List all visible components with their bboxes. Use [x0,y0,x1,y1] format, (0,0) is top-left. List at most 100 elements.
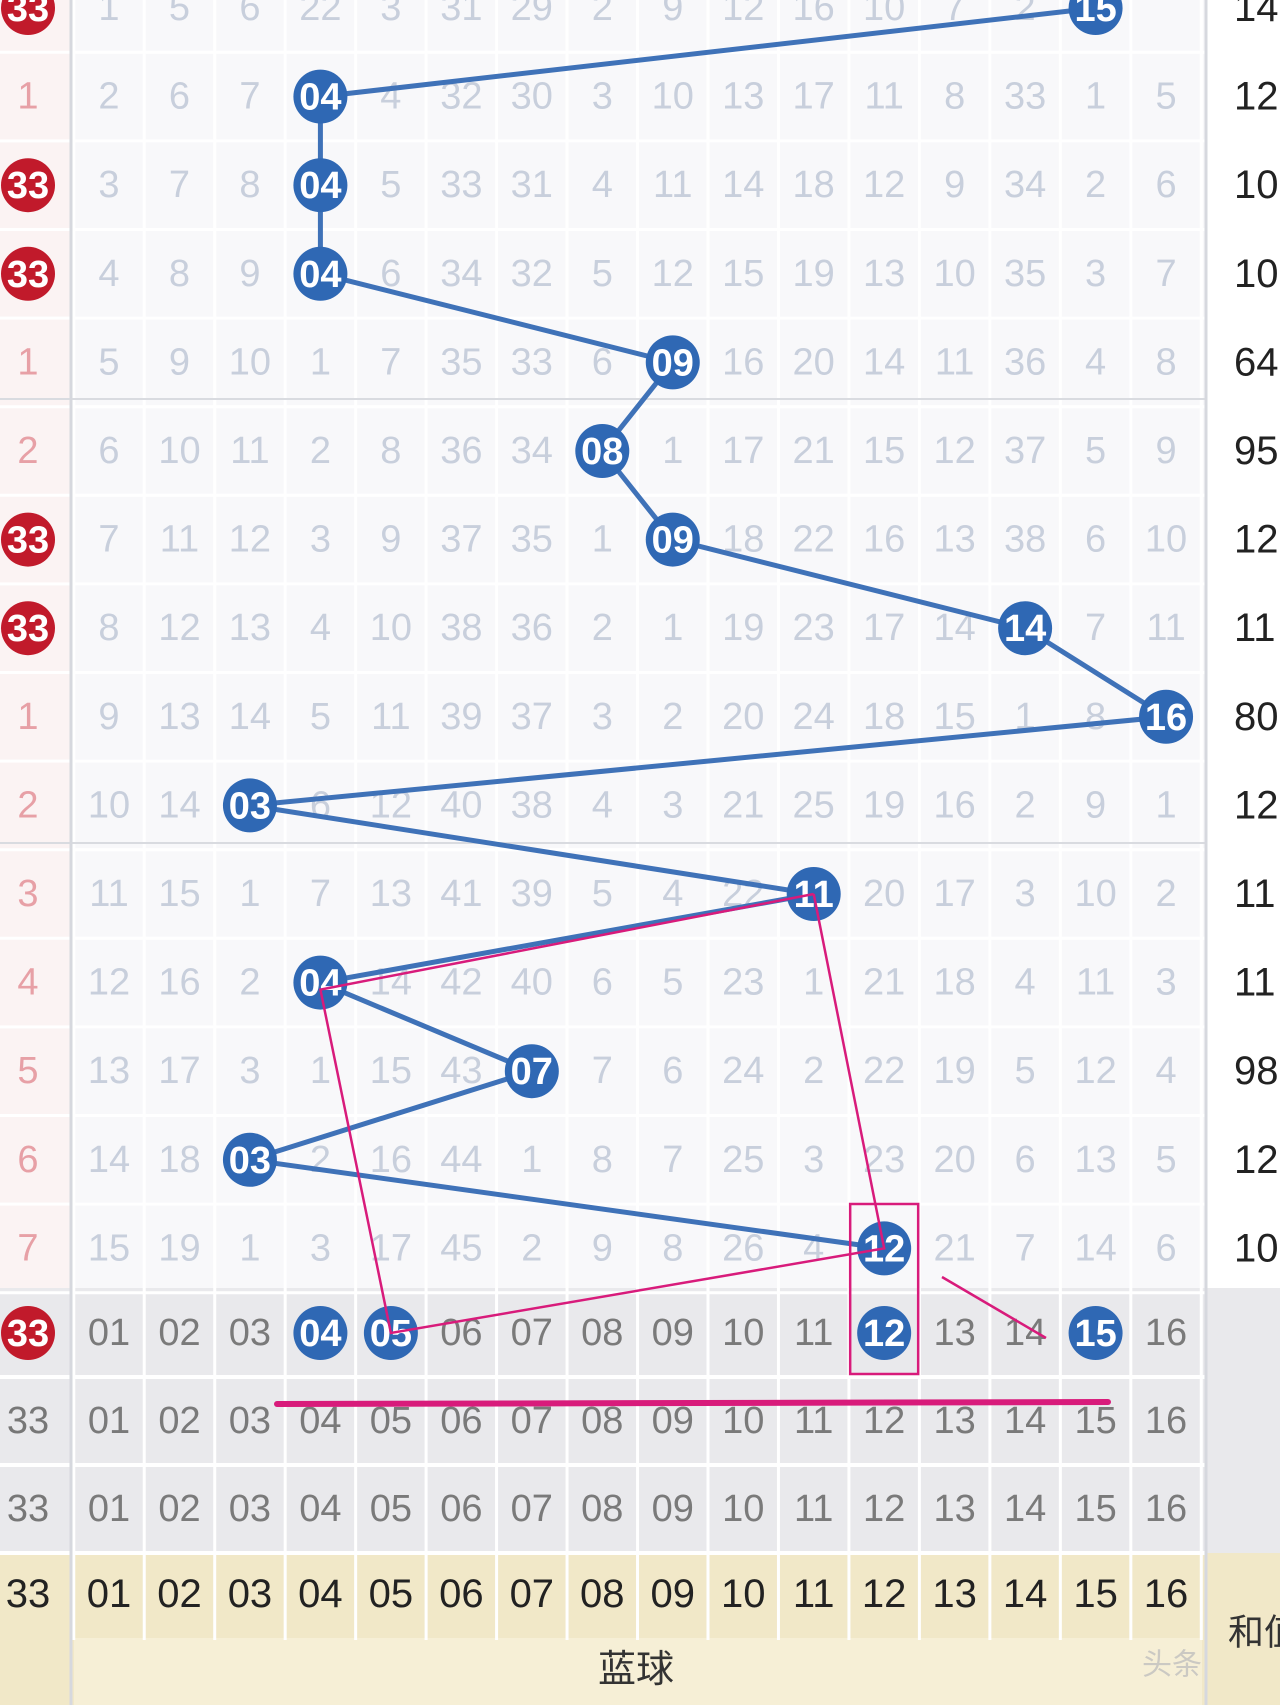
missing-value: 5 [1155,1139,1176,1181]
left-row-number: 6 [17,1139,38,1181]
annotation-pointer [941,1275,1047,1340]
left-red-ball: 33 [1,158,55,213]
sum-value: 12 [1234,1138,1279,1182]
missing-value: 31 [511,164,553,206]
forecast-number: 09 [652,1312,694,1354]
missing-value: 16 [863,519,905,561]
blue-ball-circle [293,69,348,124]
forecast-number: 06 [440,1488,482,1530]
forecast-number: 16 [1145,1312,1187,1354]
missing-value: 4 [592,164,613,206]
header-number: 03 [228,1572,273,1616]
missing-value: 10 [370,607,412,649]
missing-value: 33 [511,341,553,383]
left-red-ball-circle [1,158,55,213]
missing-value: 22 [863,1050,905,1092]
blue-ball-label: 04 [299,254,341,296]
missing-value: 7 [310,873,331,915]
blue-ball-label: 14 [1004,608,1046,650]
forecast-number: 09 [652,1488,694,1530]
left-red-ball: 33 [1,246,55,301]
missing-value: 39 [511,873,553,915]
missing-value: 23 [722,962,764,1004]
missing-value: 36 [511,607,553,649]
missing-value: 36 [1004,341,1046,383]
missing-value: 15 [863,430,905,472]
trend-segment [247,802,817,897]
header-number: 08 [580,1572,625,1616]
missing-value: 17 [933,873,975,915]
missing-value: 11 [653,164,692,206]
missing-value: 34 [511,430,553,472]
missing-value: 10 [652,76,694,118]
missing-value: 42 [440,962,482,1004]
forecast-left-number: 33 [7,1488,49,1530]
missing-value: 11 [371,696,410,738]
missing-value: 4 [662,873,683,915]
forecast-selected-ball-label: 15 [1074,1313,1116,1355]
missing-value: 16 [722,341,764,383]
trend-segment [247,1157,887,1251]
footer-label-bg [74,1638,1202,1705]
missing-value: 2 [592,607,613,649]
blue-ball-label: 16 [1145,697,1187,739]
forecast-number: 05 [370,1488,412,1530]
missing-value: 18 [933,962,975,1004]
missing-value: 21 [863,962,905,1004]
missing-value: 36 [440,430,482,472]
sum-value: 11 [1234,961,1276,1005]
left-row-number: 5 [17,1050,38,1092]
missing-value: 30 [511,76,553,118]
missing-value: 21 [722,784,764,826]
header-number: 10 [721,1572,766,1616]
missing-value: 5 [1015,1050,1036,1092]
missing-value: 35 [440,341,482,383]
forecast-number: 08 [581,1312,623,1354]
header-number: 13 [932,1572,977,1616]
missing-value: 7 [98,519,119,561]
missing-value: 14 [1074,1227,1116,1269]
left-red-ball: 33 [1,0,55,35]
missing-value: 1 [239,873,260,915]
missing-value: 6 [380,253,401,295]
missing-value: 4 [803,1227,824,1269]
left-red-ball: 33 [1,512,55,567]
forecast-number: 12 [863,1488,905,1530]
missing-value: 11 [1146,607,1185,649]
missing-value: 2 [662,696,683,738]
left-red-ball: 33 [1,601,55,656]
forecast-number: 11 [794,1312,833,1354]
missing-value: 12 [652,253,694,295]
blue-ball-label: 03 [229,785,271,827]
missing-value: 14 [229,696,271,738]
missing-value: 1 [662,430,683,472]
forecast-number: 16 [1145,1400,1187,1442]
sum-value: 95 [1234,429,1279,473]
missing-value: 16 [370,1139,412,1181]
forecast-number: 15 [1074,1400,1116,1442]
missing-value: 29 [511,0,553,29]
missing-value: 7 [169,164,190,206]
forecast-number: 12 [863,1400,905,1442]
header-number: 01 [87,1572,132,1616]
watermark-text: 头条 [1142,1649,1202,1682]
footer-sum-label: 和值 [1228,1612,1280,1653]
missing-value: 8 [380,430,401,472]
sum-value: 11 [1234,606,1276,650]
missing-value: 13 [933,519,975,561]
missing-value: 7 [1085,607,1106,649]
forecast-number: 14 [1004,1488,1046,1530]
missing-value: 10 [1074,873,1116,915]
forecast-number: 06 [440,1400,482,1442]
left-red-ball-circle [1,512,55,567]
blue-ball-label: 04 [299,963,341,1005]
missing-value: 12 [158,607,200,649]
header-number: 12 [862,1572,907,1616]
missing-value: 2 [239,962,260,1004]
header-number: 15 [1073,1572,1118,1616]
forecast-number: 10 [722,1488,764,1530]
missing-value: 19 [793,253,835,295]
missing-value: 23 [793,607,835,649]
header-number: 16 [1144,1572,1189,1616]
missing-value: 3 [1155,962,1176,1004]
